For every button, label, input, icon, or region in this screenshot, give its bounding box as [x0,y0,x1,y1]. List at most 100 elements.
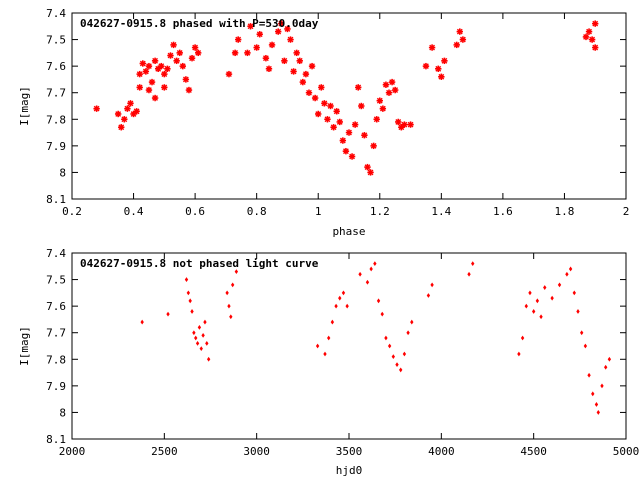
data-point [592,20,599,27]
data-point [592,44,599,51]
data-point [524,303,528,309]
data-point [576,309,580,314]
x-axis-label: hjd0 [336,464,363,477]
data-point [531,309,536,314]
data-point [184,277,189,282]
x-tick-label: 1.6 [493,205,513,218]
data-point [293,49,300,57]
data-point [607,356,612,362]
data-point [290,68,297,75]
data-point [199,346,203,352]
data-point [351,121,359,128]
data-point [557,282,562,288]
data-point [430,282,434,288]
data-point [600,383,604,389]
data-point [315,110,322,118]
data-point [395,362,399,367]
y-axis-label: I[mag] [18,326,31,366]
data-point [262,54,270,62]
data-point [151,94,159,102]
data-point [323,351,327,357]
data-point [582,33,590,41]
data-point [190,309,194,314]
data-point [158,62,165,70]
data-point [161,70,168,78]
data-point [441,57,448,65]
data-point [345,129,353,136]
y-tick-label: 7.7 [46,87,66,100]
data-point [133,108,140,115]
data-point [517,351,521,357]
data-point [369,266,373,272]
data-point [191,44,199,51]
data-point [580,330,584,336]
data-point [235,36,242,43]
data-point [596,410,600,415]
data-point [345,303,349,309]
y-tick-label: 7.6 [46,300,66,313]
data-point [528,290,532,296]
data-point [355,84,362,91]
data-point [358,102,365,110]
data-point [176,49,183,57]
data-point [401,121,408,128]
data-point [145,62,153,70]
data-point [311,94,319,102]
data-point [407,121,414,128]
y-tick-label: 8.1 [46,193,66,206]
data-point [136,84,143,91]
y-tick-label: 7.4 [46,7,66,20]
data-point [127,100,134,107]
data-point [402,351,407,357]
data-point [302,70,310,78]
plot-frame [71,252,627,440]
y-tick-label: 8.1 [46,433,66,446]
x-tick-label: 2500 [151,445,178,458]
data-point [194,335,198,341]
data-point [438,73,445,80]
data-point [253,44,260,51]
y-axis-label: I[mag] [18,86,31,126]
data-point [186,290,191,296]
data-point [315,343,320,349]
data-point [333,108,340,115]
data-point [367,169,374,176]
data-point [93,105,100,112]
data-point [365,279,370,285]
data-point [594,402,599,407]
x-tick-label: 0.6 [185,205,205,218]
data-point [205,340,209,346]
data-point [166,311,170,317]
x-tick-label: 1.4 [431,205,451,218]
x-tick-label: 4500 [520,445,547,458]
data-point [587,372,591,378]
data-point [426,293,431,298]
data-point [170,41,177,49]
y-tick-label: 7.5 [46,34,66,47]
unphased-light-curve-plot: 2000 2500 3000 3500 4000 4500 5000 7.4 7.5 7.6 7.7… [18,247,639,477]
y-tick-label: 7.9 [46,380,66,393]
y-tick-label: 7.9 [46,140,66,153]
data-point [334,303,338,309]
data-point [231,49,239,57]
x-tick-label: 1 [315,205,322,218]
data-point [284,25,291,33]
phased-light-curve-plot: 0.2 0.4 0.6 0.8 1 1.2 1.4 1.6 1.8 2 7.4 7.5 7.6 7.7 7.… [18,7,629,238]
data-point [268,41,276,49]
data-point [358,271,362,277]
data-point [406,330,410,336]
data-point [387,343,392,349]
data-point [327,335,331,341]
data-point [179,62,186,70]
data-point [281,57,288,65]
data-point [373,116,380,123]
x-tick-label: 3000 [243,445,270,458]
data-point [188,298,192,304]
data-point [385,89,393,96]
x-tick-label: 1.8 [555,205,575,218]
data-point [161,84,168,91]
data-point [339,137,347,144]
data-point [543,285,547,290]
data-point [361,132,368,139]
y-tick-label: 7.6 [46,60,66,73]
